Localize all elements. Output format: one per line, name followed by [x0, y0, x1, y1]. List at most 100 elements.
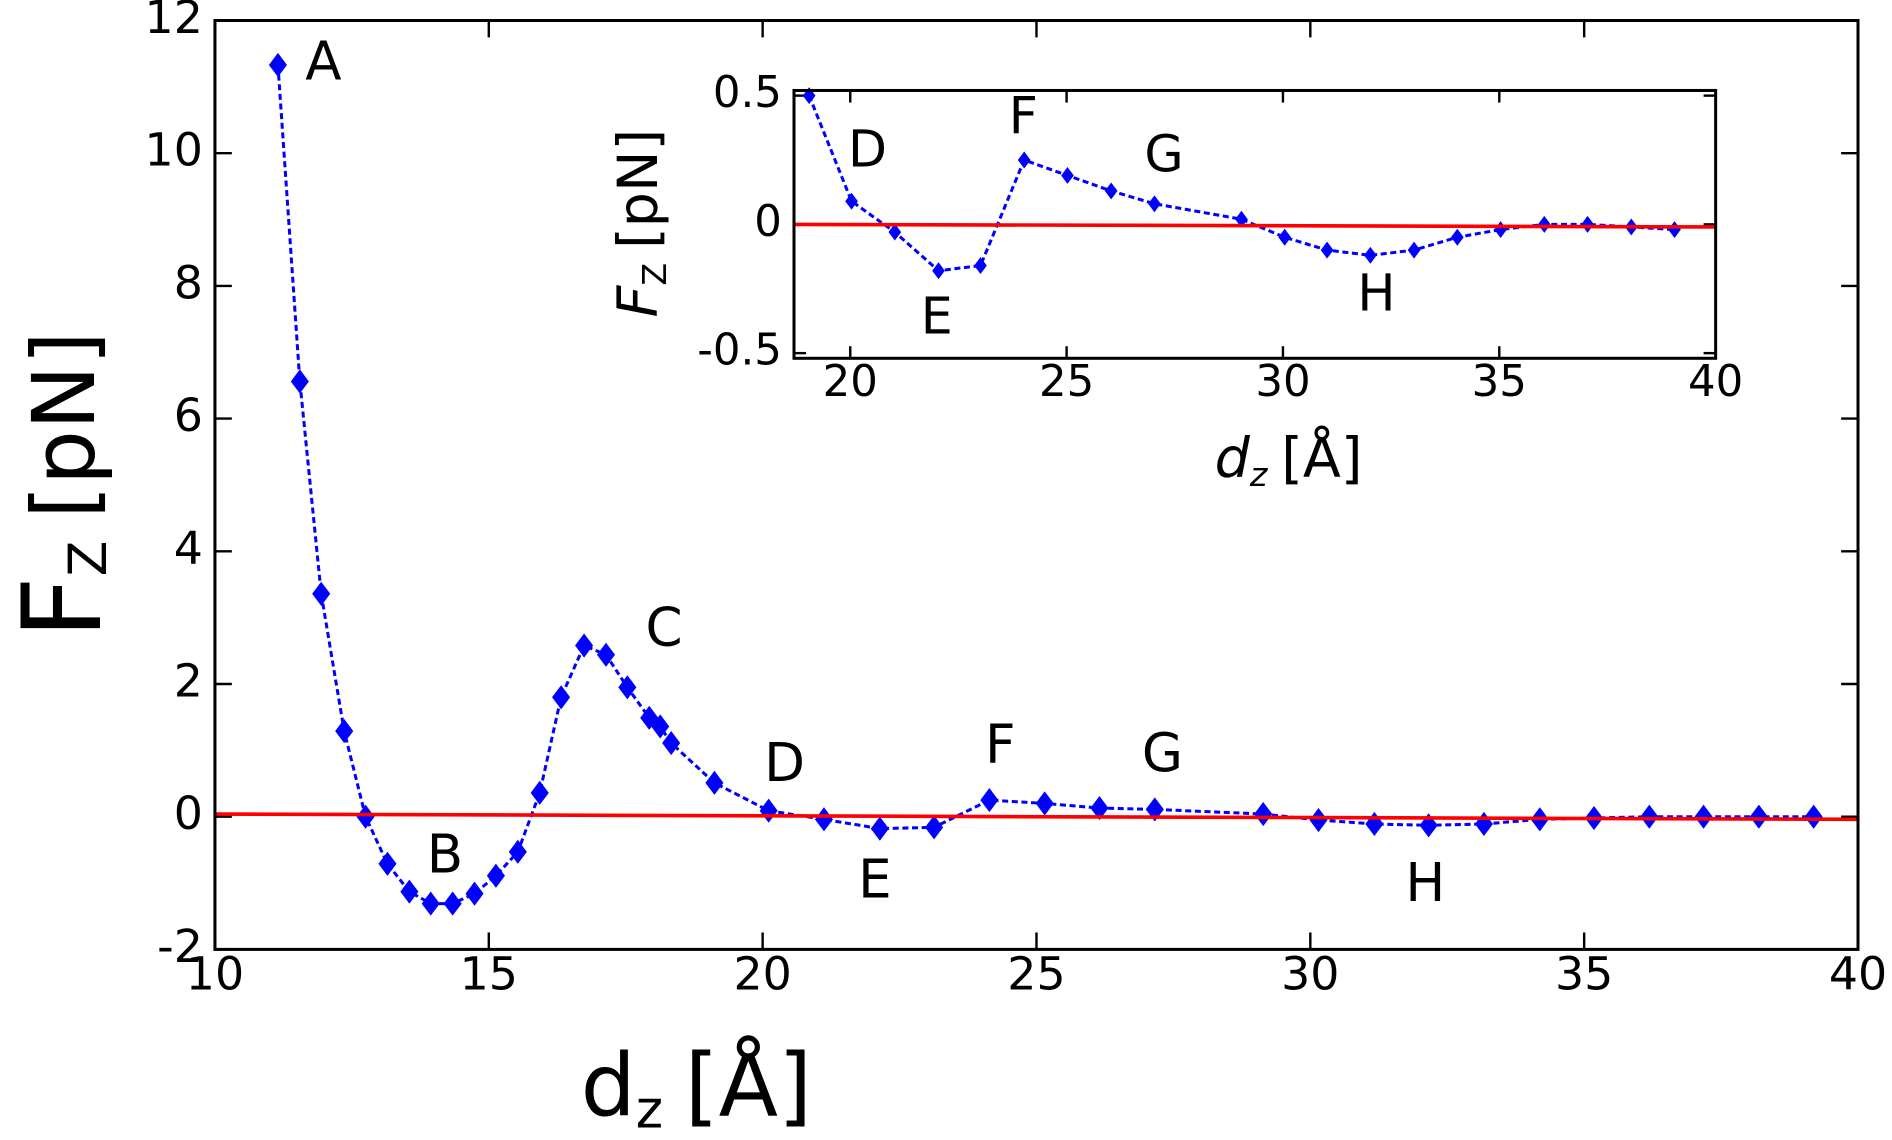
- data-point: [1581, 215, 1594, 233]
- x-axis-label: dz [Å]: [581, 1035, 812, 1140]
- data-point: [705, 770, 724, 795]
- data-point: [465, 881, 484, 906]
- plot-frame: [792, 88, 1718, 360]
- data-point: [575, 633, 594, 658]
- x-axis-label-rest: [Å]: [1281, 425, 1362, 491]
- data-point: [1309, 807, 1328, 833]
- data-point: [290, 369, 309, 394]
- annotation: D: [764, 732, 805, 794]
- y-axis-label-sub: Z: [634, 263, 673, 286]
- data-point: [1254, 801, 1273, 827]
- data-point: [1537, 215, 1551, 233]
- data-point: [530, 780, 549, 805]
- data-point: [335, 719, 354, 744]
- data-point: [1235, 210, 1248, 228]
- data-point: [662, 730, 681, 756]
- reference-line: [214, 812, 1858, 822]
- data-point: [400, 879, 419, 904]
- data-point: [1035, 791, 1054, 816]
- plot-frame: [213, 19, 1860, 951]
- x-axis-label: dz [Å]: [1215, 425, 1363, 493]
- data-point: [759, 798, 778, 823]
- y-axis-label: FZ [pN]: [0, 331, 126, 639]
- data-point: [1640, 804, 1659, 829]
- annotation: A: [305, 31, 341, 93]
- annotation: E: [921, 287, 953, 346]
- data-point: [356, 804, 375, 829]
- y-tick-label: 0.5: [713, 68, 782, 118]
- y-tick-label: 2: [174, 654, 203, 708]
- data-point: [1320, 241, 1334, 259]
- annotation: H: [1405, 852, 1445, 914]
- annotation: E: [858, 849, 892, 911]
- y-axis-label-sub: Z: [59, 541, 119, 577]
- data-point: [1364, 246, 1377, 264]
- x-tick-label: 35: [1555, 946, 1613, 1000]
- y-tick-label: -2: [157, 919, 203, 973]
- y-tick-label: 0: [754, 197, 782, 247]
- x-tick-label: 30: [1255, 357, 1310, 407]
- data-point: [1407, 241, 1421, 259]
- data-point: [1749, 804, 1768, 829]
- x-tick-label: 20: [733, 946, 791, 1000]
- y-tick-label: 0: [174, 786, 203, 840]
- data-point: [1694, 804, 1713, 829]
- annotation: C: [646, 597, 683, 659]
- x-tick-label: 25: [1007, 946, 1065, 1000]
- data-point: [1148, 195, 1161, 213]
- y-tick-label: -0.5: [697, 326, 782, 376]
- data-point: [618, 675, 637, 700]
- data-point: [1090, 796, 1109, 821]
- data-point: [932, 262, 945, 280]
- x-tick-label: 20: [823, 357, 878, 407]
- annotation: B: [427, 823, 463, 885]
- y-tick-label: 8: [174, 255, 203, 309]
- data-point: [421, 891, 440, 916]
- annotation: F: [1009, 86, 1038, 145]
- x-tick-label: 40: [1688, 357, 1743, 407]
- y-axis-label-main: F: [0, 576, 126, 638]
- data-point: [596, 642, 616, 667]
- data-point: [974, 257, 987, 275]
- y-tick-label: 6: [174, 388, 203, 442]
- data-point: [888, 223, 902, 241]
- data-point: [1365, 811, 1384, 837]
- data-point: [980, 788, 999, 813]
- data-point: [814, 807, 834, 832]
- data-point: [870, 816, 889, 841]
- data-point: [651, 714, 670, 739]
- data-point: [508, 839, 527, 864]
- data-point: [486, 863, 505, 888]
- y-axis-label-main: F: [606, 284, 671, 317]
- x-axis-label-main: d: [581, 1036, 636, 1137]
- data-point: [443, 891, 462, 916]
- x-axis-label-sub: z: [1249, 454, 1269, 493]
- y-axis-label-rest: [pN]: [14, 331, 115, 519]
- data-point: [378, 851, 397, 876]
- x-tick-label: 15: [460, 946, 518, 1000]
- y-tick-label: 4: [174, 521, 203, 575]
- y-tick-label: 10: [145, 123, 203, 177]
- data-point: [312, 581, 331, 606]
- x-axis-label-sub: z: [636, 1080, 663, 1140]
- annotation: G: [1144, 124, 1183, 183]
- x-axis-label-main: d: [1215, 426, 1251, 491]
- x-tick-label: 10: [186, 946, 244, 1000]
- y-axis-label-rest: [pN]: [606, 129, 671, 249]
- y-axis-label: FZ [pN]: [606, 129, 673, 318]
- x-tick-label: 40: [1829, 946, 1887, 1000]
- x-tick-label: 30: [1281, 946, 1339, 1000]
- data-point: [925, 815, 944, 840]
- reference-line: [794, 222, 1716, 229]
- x-axis-label-rest: [Å]: [685, 1035, 812, 1137]
- data-point: [1804, 804, 1823, 829]
- data-point: [552, 685, 571, 710]
- annotation: H: [1357, 263, 1395, 322]
- annotation: F: [985, 713, 1016, 775]
- data-point: [1474, 811, 1493, 837]
- x-tick-label: 35: [1472, 357, 1527, 407]
- x-tick-label: 25: [1039, 357, 1094, 407]
- annotation: G: [1142, 722, 1183, 784]
